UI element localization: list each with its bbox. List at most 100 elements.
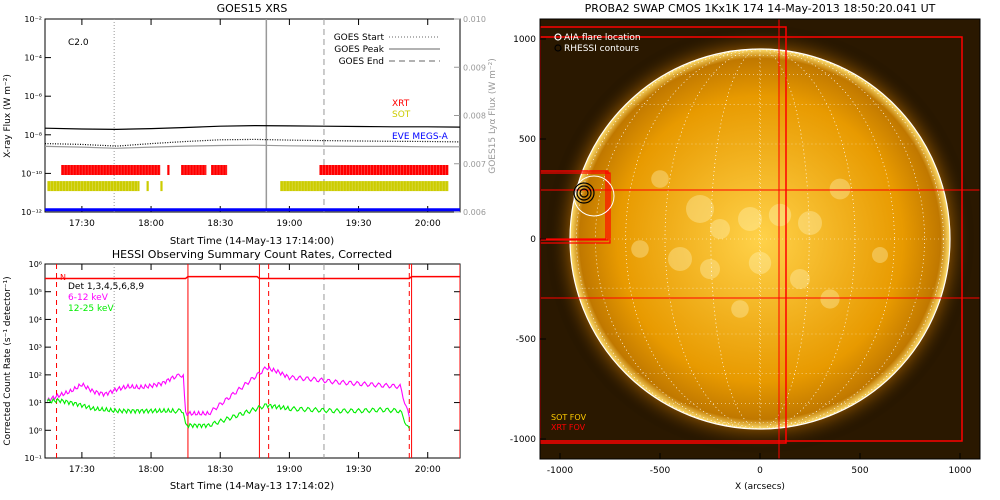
hessi-series-6-12-kev bbox=[46, 365, 410, 418]
hessi-x-ticks: 17:30 18:00 18:30 19:00 19:30 20:00 bbox=[69, 264, 441, 475]
active-region bbox=[790, 269, 810, 289]
swap-xtick-label: 0 bbox=[757, 466, 763, 476]
swap-y-ticks: -1000 -500 0 500 1000 bbox=[510, 35, 546, 445]
swap-ytick-label: -1000 bbox=[510, 435, 536, 445]
hessi-xtick-label: 20:00 bbox=[415, 465, 441, 475]
goes-ytick-label: 10⁻⁴ bbox=[24, 54, 42, 63]
hessi-legend-label: 6-12 keV bbox=[68, 293, 109, 303]
active-region bbox=[820, 289, 840, 309]
active-region bbox=[768, 203, 792, 227]
hessi-ytick-label: 10² bbox=[29, 371, 42, 380]
hessi-ytick-label: 10⁵ bbox=[29, 288, 42, 297]
coverage-bar-xrt bbox=[211, 165, 228, 176]
swap-xtick-label: 1000 bbox=[949, 466, 972, 476]
goes-legend-label: GOES Peak bbox=[334, 45, 384, 55]
hessi-title: HESSI Observing Summary Count Rates, Cor… bbox=[112, 248, 392, 261]
swap-x-ticks: -1000 -500 0 500 1000 bbox=[547, 453, 972, 476]
goes-xlabel: Start Time (14-May-13 17:14:00) bbox=[170, 236, 334, 247]
goes-ytick-label: 10⁻¹² bbox=[21, 208, 42, 217]
hessi-y-ticks: 10⁻¹ 10⁰ 10¹ 10² 10³ 10⁴ 10⁵ 10⁶ bbox=[24, 260, 460, 463]
swap-xtick-label: -1000 bbox=[547, 466, 573, 476]
swap-ytick-label: 500 bbox=[519, 135, 536, 145]
active-region bbox=[710, 219, 730, 239]
active-region bbox=[631, 240, 649, 258]
rhessi-contour bbox=[576, 185, 592, 201]
coverage-bar-xrt bbox=[61, 165, 161, 176]
hessi-xtick-label: 18:30 bbox=[207, 465, 233, 475]
rhessi-contour bbox=[573, 182, 595, 204]
hessi-ytick-label: 10³ bbox=[29, 343, 42, 352]
hessi-ytick-label: 10¹ bbox=[29, 399, 42, 408]
coverage-bar-sot bbox=[47, 181, 140, 192]
fov-label: SOT FOV bbox=[551, 413, 587, 422]
goes-legend-top: GOES Start GOES Peak GOES End bbox=[334, 33, 440, 67]
active-region bbox=[651, 170, 669, 188]
hessi-xtick-label: 19:00 bbox=[276, 465, 302, 475]
active-region bbox=[686, 195, 714, 223]
hessi-series-12-25-kev bbox=[46, 397, 410, 429]
goes-legend-instrument: XRT bbox=[392, 99, 410, 109]
swap-title: PROBA2 SWAP CMOS 1Kx1K 174 14-May-2013 1… bbox=[585, 2, 936, 15]
hessi-ytick-label: 10⁶ bbox=[29, 260, 42, 269]
active-region bbox=[798, 211, 822, 235]
goes-xtick-label: 17:30 bbox=[69, 219, 95, 229]
coverage-bar-sot bbox=[280, 181, 449, 192]
active-region bbox=[748, 251, 772, 275]
hessi-event-lines bbox=[113, 264, 460, 458]
rhessi-contour bbox=[579, 188, 589, 198]
goes-legend-label: GOES End bbox=[339, 57, 384, 67]
hessi-xtick-label: 19:30 bbox=[346, 465, 372, 475]
swap-xtick-label: 500 bbox=[851, 466, 868, 476]
sot-fov-box bbox=[540, 170, 607, 240]
flare-markers bbox=[573, 175, 615, 217]
goes-panel: GOES15 XRS 10⁻¹² 10⁻¹⁰ 10⁻⁸ 10⁻⁶ 10⁻⁴ 10⁻² 0.… bbox=[3, 2, 498, 247]
swap-legend-label: AIA flare location bbox=[564, 33, 641, 43]
hessi-ytick-label: 10⁴ bbox=[29, 315, 42, 324]
hessi-xtick-label: 17:30 bbox=[69, 465, 95, 475]
goes-y2tick-label: 0.007 bbox=[463, 160, 486, 169]
swap-xlabel: X (arcsecs) bbox=[735, 482, 785, 492]
active-region bbox=[738, 207, 762, 231]
hessi-ytick-label: 10⁰ bbox=[29, 426, 42, 435]
goes-xtick-label: 20:00 bbox=[415, 219, 441, 229]
goes-series-line-1 bbox=[45, 138, 460, 147]
coverage-bar-xrt bbox=[319, 165, 449, 176]
goes-title: GOES15 XRS bbox=[217, 2, 288, 15]
hessi-ytick-label: 10⁻¹ bbox=[24, 454, 42, 463]
goes-ytick-label: 10⁻⁸ bbox=[24, 131, 42, 140]
goes-legend-label: GOES Start bbox=[334, 33, 385, 43]
coverage-bar-xrt bbox=[181, 165, 207, 176]
swap-panel: PROBA2 SWAP CMOS 1Kx1K 174 14-May-2013 1… bbox=[510, 2, 981, 492]
goes-series bbox=[45, 124, 460, 212]
goes-y2label: GOES15 Lyα Flux (W m⁻²) bbox=[488, 58, 498, 174]
swap-legend-marker bbox=[554, 44, 562, 52]
goes-ytick-label: 10⁻¹⁰ bbox=[21, 169, 42, 178]
goes-y-ticks: 10⁻¹² 10⁻¹⁰ 10⁻⁸ 10⁻⁶ 10⁻⁴ 10⁻² bbox=[21, 15, 51, 217]
hessi-xlabel: Start Time (14-May-13 17:14:02) bbox=[170, 481, 334, 492]
goes-legend-instrument: SOT bbox=[392, 110, 411, 120]
xrt-fov-box bbox=[540, 26, 787, 444]
fov-label: XRT FOV bbox=[551, 423, 586, 432]
coverage-bar-sot bbox=[160, 181, 163, 192]
goes-y2tick-label: 0.008 bbox=[463, 112, 486, 121]
goes-y2tick-label: 0.006 bbox=[463, 208, 486, 217]
goes-y2tick-label: 0.009 bbox=[463, 63, 486, 72]
hessi-saa-lines bbox=[56, 264, 410, 458]
swap-xtick-label: -500 bbox=[650, 466, 671, 476]
swap-legend-marker bbox=[554, 33, 562, 41]
coverage-bar-sot bbox=[146, 181, 149, 192]
goes-legend-instrument: EVE MEGS-A bbox=[392, 132, 449, 142]
goes-ylabel: X-ray Flux (W m⁻²) bbox=[3, 74, 13, 158]
hessi-legend-label: 12-25 keV bbox=[68, 304, 114, 314]
goes-xtick-label: 18:00 bbox=[138, 219, 164, 229]
sun-disk bbox=[570, 49, 950, 429]
goes-x-ticks: 17:30 18:00 18:30 19:00 19:30 20:00 bbox=[69, 19, 441, 229]
goes-ytick-label: 10⁻² bbox=[24, 15, 42, 24]
goes-xtick-label: 19:00 bbox=[276, 219, 302, 229]
hessi-series bbox=[45, 275, 460, 429]
goes-xtick-label: 19:30 bbox=[346, 219, 372, 229]
swap-ytick-label: 1000 bbox=[513, 35, 536, 45]
active-region bbox=[731, 300, 749, 318]
